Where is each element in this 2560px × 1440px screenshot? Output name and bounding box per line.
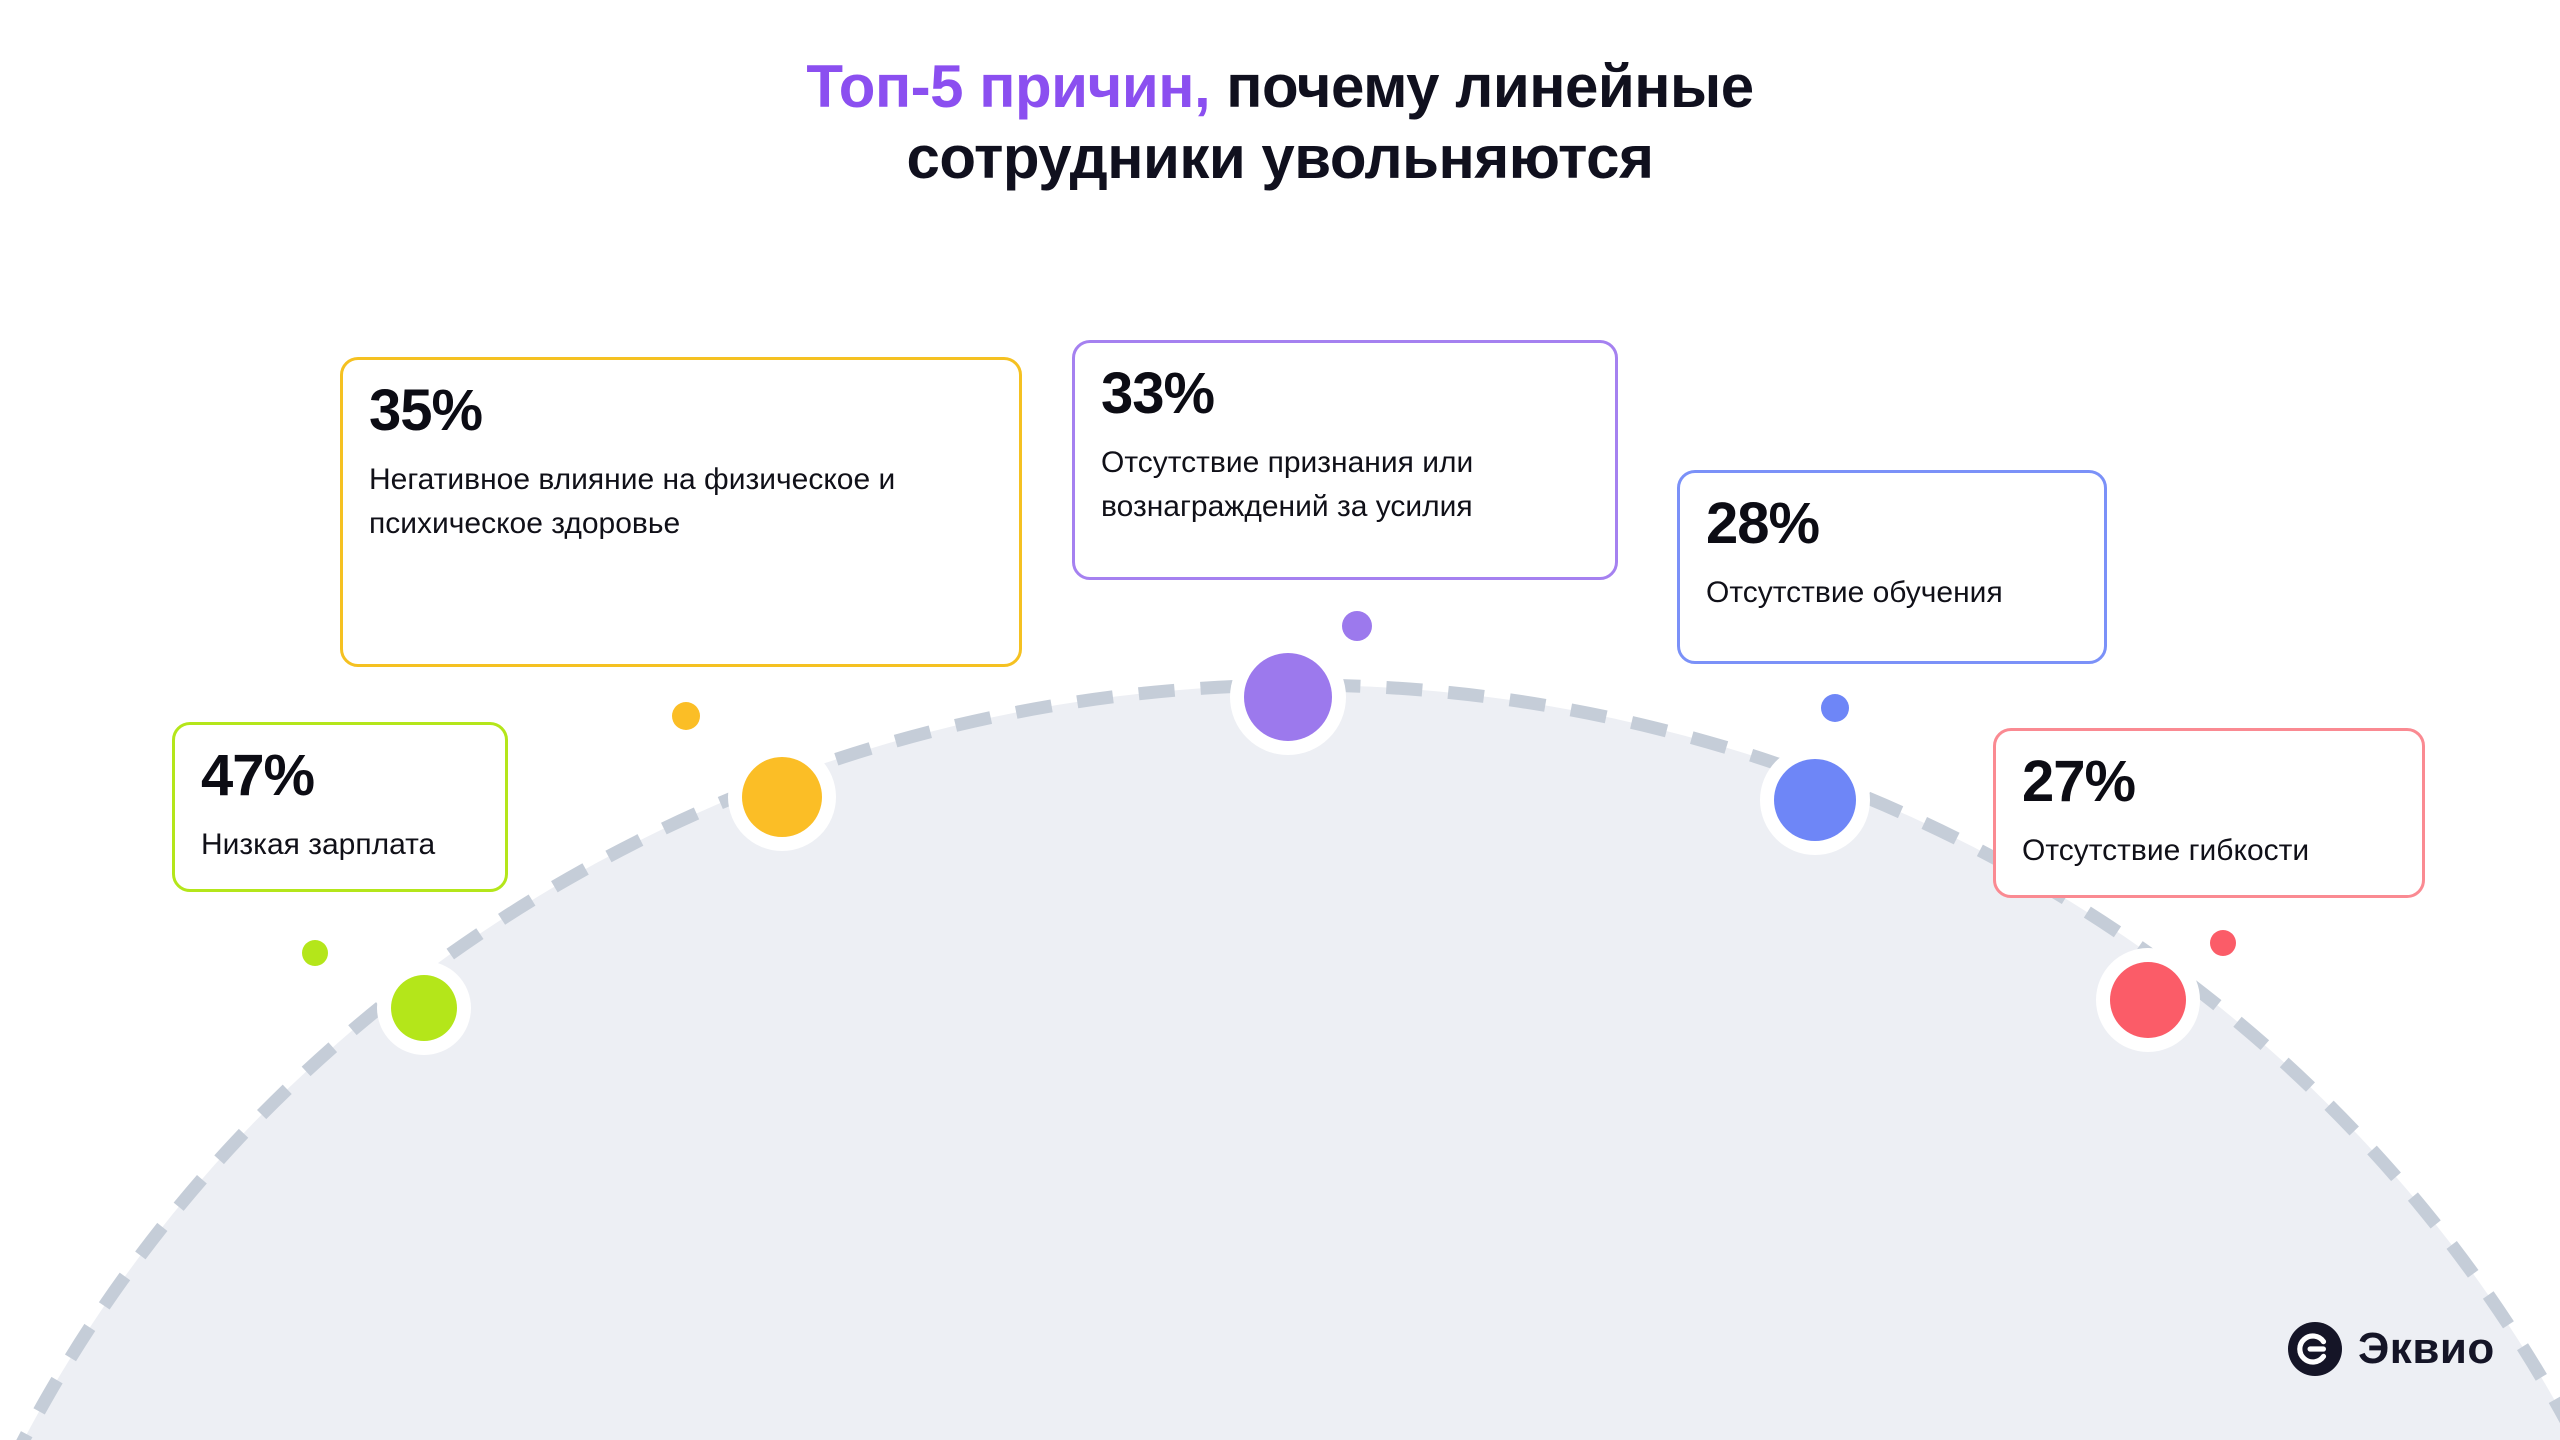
- marker-dot-no-flexibility: [2110, 962, 2186, 1038]
- page-title: Топ-5 причин, почему линейные сотрудники…: [0, 52, 2560, 194]
- stat-percent: 35%: [369, 378, 483, 443]
- brand-name: Эквио: [2358, 1324, 2495, 1373]
- title-accent: Топ-5 причин,: [806, 53, 1211, 120]
- stat-label: Отсутствие признания или вознаграждений …: [1101, 446, 1474, 523]
- marker-satellite-low-salary: [302, 940, 328, 966]
- eqvio-mark-svg: [2297, 1333, 2327, 1365]
- stat-card-health-impact[interactable]: 35% Негативное влияние на физическое и п…: [340, 357, 1022, 667]
- stat-label: Низкая зарплата: [201, 828, 436, 861]
- marker-satellite-health-impact: [672, 702, 700, 730]
- marker-satellite-no-recognition: [1342, 611, 1372, 641]
- stat-percent: 27%: [2022, 749, 2136, 814]
- marker-dot-health-impact: [742, 757, 822, 837]
- marker-dot-no-training: [1774, 759, 1856, 841]
- stat-label: Отсутствие гибкости: [2022, 834, 2310, 867]
- eqvio-logo-icon: [2288, 1322, 2342, 1376]
- stat-card-no-recognition[interactable]: 33% Отсутствие признания или вознагражде…: [1072, 340, 1618, 580]
- stat-card-no-training[interactable]: 28% Отсутствие обучения: [1677, 470, 2107, 664]
- stat-percent: 47%: [201, 743, 315, 808]
- stat-card-no-flexibility[interactable]: 27% Отсутствие гибкости: [1993, 728, 2425, 898]
- stat-label: Отсутствие обучения: [1706, 576, 2003, 609]
- stat-card-low-salary[interactable]: 47% Низкая зарплата: [172, 722, 508, 892]
- stat-label: Негативное влияние на физическое и психи…: [369, 463, 896, 540]
- marker-dot-no-recognition: [1244, 653, 1332, 741]
- marker-dot-low-salary: [391, 975, 457, 1041]
- marker-satellite-no-flexibility: [2210, 930, 2236, 956]
- stat-percent: 33%: [1101, 361, 1215, 426]
- title-line2: сотрудники увольняются: [906, 123, 1654, 191]
- brand-logo: Эквио: [2288, 1322, 2495, 1376]
- stat-percent: 28%: [1706, 491, 1820, 556]
- marker-satellite-no-training: [1821, 694, 1849, 722]
- title-rest: почему линейные: [1210, 53, 1754, 120]
